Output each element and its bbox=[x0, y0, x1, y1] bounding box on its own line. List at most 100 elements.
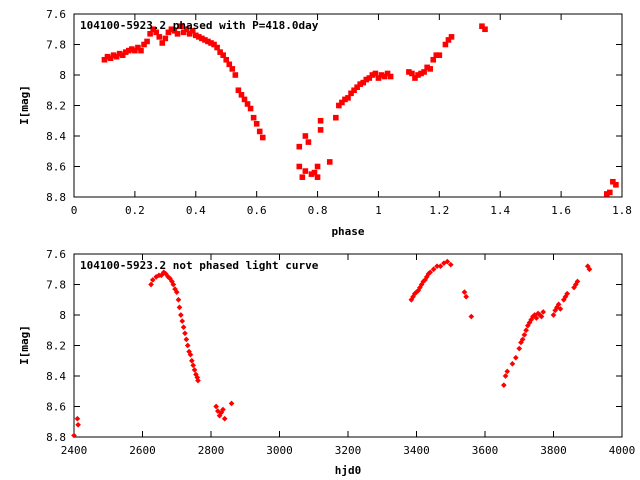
data-point bbox=[354, 84, 360, 90]
data-point bbox=[180, 29, 187, 36]
data-point bbox=[302, 133, 309, 139]
data-point bbox=[603, 191, 610, 197]
data-point bbox=[557, 306, 564, 312]
y-tick-label: 8 bbox=[59, 69, 66, 82]
data-point bbox=[430, 266, 437, 273]
data-point bbox=[119, 52, 126, 58]
data-point bbox=[232, 72, 239, 78]
data-point bbox=[171, 27, 178, 34]
data-point bbox=[555, 301, 562, 308]
data-point bbox=[188, 357, 195, 364]
y-tick-label: 8.6 bbox=[46, 161, 66, 174]
data-point bbox=[247, 105, 254, 112]
data-point bbox=[229, 66, 236, 72]
data-point bbox=[502, 373, 509, 379]
data-point bbox=[607, 189, 613, 196]
data-point bbox=[135, 44, 141, 51]
x-tick-label: 1.6 bbox=[551, 204, 571, 217]
data-point bbox=[195, 377, 201, 384]
data-point bbox=[317, 117, 324, 124]
data-point bbox=[424, 64, 430, 71]
data-point bbox=[189, 27, 196, 34]
data-point bbox=[326, 159, 333, 165]
data-point bbox=[104, 53, 111, 60]
data-point bbox=[235, 87, 242, 94]
data-point bbox=[433, 52, 440, 58]
data-point bbox=[311, 169, 318, 176]
x-tick-label: 1 bbox=[375, 204, 382, 217]
data-point bbox=[241, 96, 248, 103]
chart-title: 104100-5923.2 not phased light curve bbox=[80, 259, 319, 272]
data-point bbox=[168, 26, 175, 33]
data-point bbox=[182, 330, 188, 337]
data-point bbox=[156, 34, 163, 40]
data-point bbox=[317, 127, 324, 133]
data-point bbox=[415, 72, 421, 78]
data-point bbox=[412, 75, 418, 81]
y-tick-label: 8 bbox=[59, 309, 66, 322]
data-point bbox=[141, 41, 147, 48]
data-point bbox=[564, 290, 571, 297]
data-point bbox=[259, 134, 266, 141]
data-point bbox=[314, 174, 321, 180]
data-point bbox=[101, 56, 108, 63]
data-point bbox=[369, 72, 376, 78]
y-tick-label: 8.2 bbox=[46, 340, 66, 353]
data-point bbox=[406, 69, 412, 75]
x-tick-label: 2400 bbox=[61, 444, 88, 457]
data-point bbox=[299, 174, 306, 180]
y-tick-label: 7.8 bbox=[46, 39, 66, 52]
data-point bbox=[445, 37, 452, 43]
y-tick-label: 7.6 bbox=[46, 248, 66, 261]
data-point bbox=[217, 49, 223, 55]
y-axis-title: I[mag] bbox=[18, 85, 31, 125]
x-tick-label: 3400 bbox=[403, 444, 430, 457]
y-tick-label: 8.8 bbox=[46, 191, 66, 204]
data-point bbox=[418, 70, 424, 77]
y-tick-label: 7.8 bbox=[46, 279, 66, 292]
y-axis-title: I[mag] bbox=[18, 325, 31, 365]
data-point bbox=[176, 304, 183, 311]
data-point bbox=[336, 102, 342, 109]
data-point bbox=[122, 49, 129, 55]
data-point bbox=[221, 415, 228, 422]
y-tick-label: 8.6 bbox=[46, 401, 66, 414]
data-point bbox=[409, 70, 415, 77]
data-point bbox=[179, 318, 186, 324]
x-tick-label: 2600 bbox=[129, 444, 156, 457]
data-point bbox=[342, 96, 348, 103]
data-point bbox=[149, 277, 156, 283]
data-point bbox=[516, 345, 523, 352]
plot-frame bbox=[73, 253, 623, 438]
data-point bbox=[586, 266, 593, 273]
data-point bbox=[213, 403, 219, 410]
data-point bbox=[348, 90, 354, 97]
data-point bbox=[184, 342, 191, 349]
data-point bbox=[126, 47, 132, 54]
data-point bbox=[187, 351, 194, 358]
y-axis-ticks: 7.6 7.8 8 8.2 8.4 8.6 8.8 bbox=[46, 8, 622, 204]
data-point bbox=[296, 163, 303, 170]
data-point bbox=[162, 35, 169, 42]
data-point bbox=[339, 99, 345, 106]
data-point bbox=[150, 26, 156, 33]
unphased-light-curve-panel: 2400 2600 2800 3000 3200 3400 3600 3800 4000 7.6… bbox=[18, 248, 635, 477]
data-point bbox=[574, 278, 581, 285]
data-point bbox=[375, 75, 382, 81]
data-point bbox=[381, 73, 388, 80]
data-point bbox=[479, 23, 485, 29]
data-point bbox=[378, 72, 385, 78]
data-point bbox=[444, 258, 451, 265]
plot-frame bbox=[73, 13, 623, 198]
y-tick-label: 8.4 bbox=[46, 130, 66, 143]
chart-title: 104100-5923.2 phased with P=418.0day bbox=[80, 19, 319, 32]
data-point bbox=[173, 289, 180, 295]
data-point bbox=[180, 324, 187, 331]
data-point bbox=[538, 313, 545, 320]
x-tick-label: 0 bbox=[71, 204, 78, 217]
x-axis-ticks: 0 0.2 0.4 0.6 0.8 1 1.2 1.4 1.6 1.8 bbox=[71, 14, 632, 217]
data-point bbox=[113, 53, 120, 60]
data-point bbox=[75, 421, 81, 428]
data-point bbox=[509, 360, 516, 367]
